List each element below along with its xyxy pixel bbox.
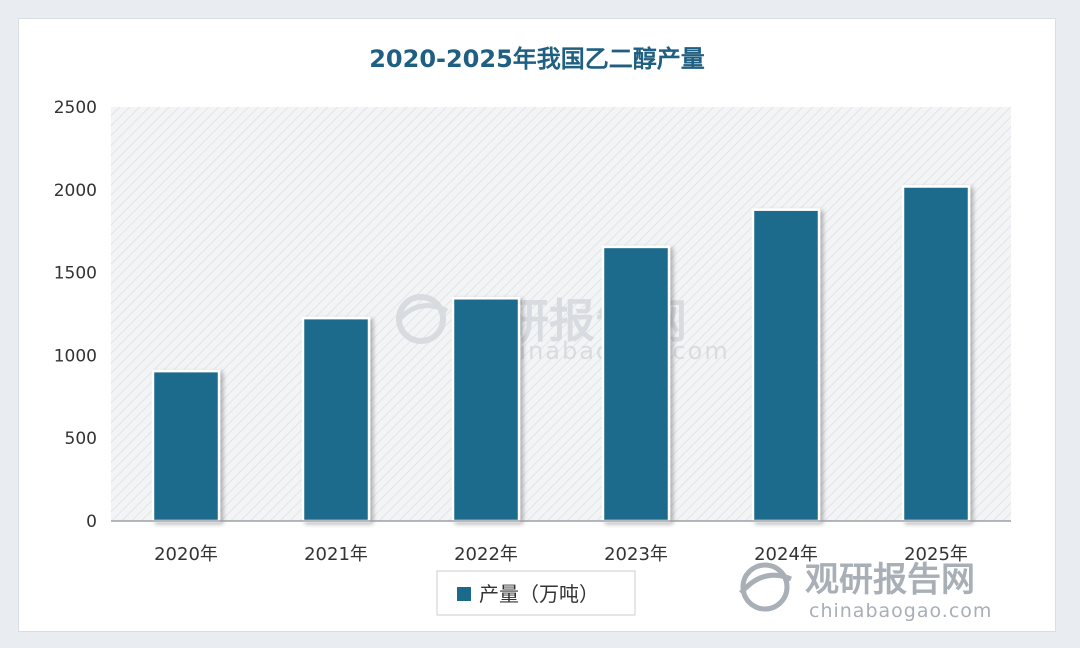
- chart-card: 观研报告网 chinabaogao.com 0 500 1000 1500 2000 25…: [18, 18, 1056, 632]
- bar-chart: 观研报告网 chinabaogao.com 0 500 1000 1500 2000 25…: [54, 45, 1011, 622]
- bar-2021年: [301, 316, 371, 523]
- chart-title: 2020-2025年我国乙二醇产量: [369, 45, 705, 73]
- watermark-corner-logo-icon: [739, 562, 792, 612]
- watermark-corner-url: chinabaogao.com: [809, 600, 992, 622]
- x-tick-label: 2024年: [754, 544, 818, 565]
- bar-2024年: [751, 208, 821, 523]
- x-tick-label: 2020年: [154, 544, 218, 565]
- y-tick-label: 500: [65, 429, 97, 449]
- watermark-corner-name: 观研报告网: [805, 560, 975, 600]
- bar-2020年: [151, 369, 221, 523]
- y-tick-label: 1500: [54, 264, 97, 284]
- x-axis: 2020年 2021年 2022年 2023年 2024年 2025年: [154, 544, 968, 565]
- bar-2022年: [451, 297, 521, 523]
- bar-2023年: [601, 245, 671, 523]
- x-tick-label: 2025年: [904, 544, 968, 565]
- bar-2025年: [901, 185, 971, 523]
- y-tick-label: 1000: [54, 346, 97, 366]
- watermark-corner: 观研报告网 chinabaogao.com: [739, 560, 992, 622]
- x-tick-label: 2023年: [604, 544, 668, 565]
- y-tick-label: 2500: [54, 98, 97, 118]
- watermark-center-logo-icon: [396, 294, 449, 344]
- plot-area: [111, 107, 1011, 521]
- x-tick-label: 2021年: [304, 544, 368, 565]
- x-tick-label: 2022年: [454, 544, 518, 565]
- y-tick-label: 0: [86, 512, 97, 532]
- legend-swatch: [457, 587, 471, 601]
- y-tick-label: 2000: [54, 181, 97, 201]
- legend: 产量（万吨）: [436, 570, 636, 616]
- y-axis: 0 500 1000 1500 2000 2500: [54, 98, 97, 532]
- bars: [151, 185, 971, 523]
- legend-label: 产量（万吨）: [479, 582, 599, 606]
